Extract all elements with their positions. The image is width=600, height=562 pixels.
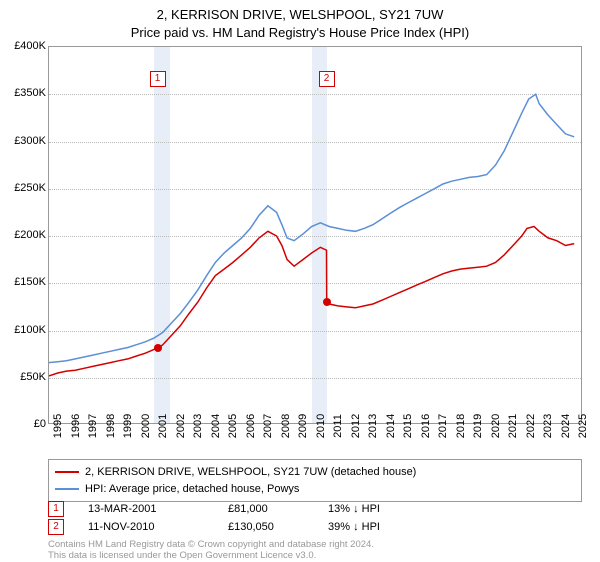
x-tick-label: 2011 xyxy=(332,414,344,438)
title-line-2: Price paid vs. HM Land Registry's House … xyxy=(0,24,600,42)
sale-dot xyxy=(323,298,331,306)
x-tick-label: 2018 xyxy=(455,414,467,438)
y-tick-label: £350K xyxy=(14,87,46,99)
x-tick-label: 2022 xyxy=(525,414,537,438)
x-tick-label: 2005 xyxy=(227,414,239,438)
sale-price: £130,050 xyxy=(228,521,328,533)
x-tick-label: 2021 xyxy=(507,414,519,438)
x-tick-label: 2007 xyxy=(262,414,274,438)
y-tick-label: £200K xyxy=(14,229,46,241)
legend-item: HPI: Average price, detached house, Powy… xyxy=(55,481,575,498)
y-tick-label: £300K xyxy=(14,135,46,147)
y-tick-label: £100K xyxy=(14,324,46,336)
footer-line-1: Contains HM Land Registry data © Crown c… xyxy=(48,539,374,550)
x-tick-label: 2008 xyxy=(280,414,292,438)
x-tick-label: 2009 xyxy=(297,414,309,438)
x-tick-label: 2000 xyxy=(140,414,152,438)
x-tick-label: 2001 xyxy=(157,414,169,438)
x-tick-label: 2019 xyxy=(472,414,484,438)
x-tick-label: 1999 xyxy=(122,414,134,438)
title-block: 2, KERRISON DRIVE, WELSHPOOL, SY21 7UW P… xyxy=(0,0,600,42)
legend-label: HPI: Average price, detached house, Powy… xyxy=(85,481,299,498)
legend-swatch-hpi xyxy=(55,488,79,490)
y-tick-label: £400K xyxy=(14,40,46,52)
sale-date: 13-MAR-2001 xyxy=(88,503,228,515)
x-tick-label: 1995 xyxy=(52,414,64,438)
x-tick-label: 2016 xyxy=(420,414,432,438)
sales-table: 1 13-MAR-2001 £81,000 13% ↓ HPI 2 11-NOV… xyxy=(48,500,428,536)
sale-price: £81,000 xyxy=(228,503,328,515)
x-tick-label: 2015 xyxy=(402,414,414,438)
sale-hpi: 13% ↓ HPI xyxy=(328,503,428,515)
x-tick-label: 2003 xyxy=(192,414,204,438)
x-tick-label: 2012 xyxy=(350,414,362,438)
title-line-1: 2, KERRISON DRIVE, WELSHPOOL, SY21 7UW xyxy=(0,6,600,24)
chart-container: 2, KERRISON DRIVE, WELSHPOOL, SY21 7UW P… xyxy=(0,0,600,560)
x-tick-label: 2013 xyxy=(367,414,379,438)
sale-dot xyxy=(154,344,162,352)
y-tick-label: £50K xyxy=(20,371,46,383)
chart-plot-area: 12 xyxy=(48,46,582,424)
legend-item: 2, KERRISON DRIVE, WELSHPOOL, SY21 7UW (… xyxy=(55,464,575,481)
x-tick-label: 2023 xyxy=(542,414,554,438)
legend-label: 2, KERRISON DRIVE, WELSHPOOL, SY21 7UW (… xyxy=(85,464,416,481)
sale-marker-box: 1 xyxy=(150,71,166,87)
x-tick-label: 1997 xyxy=(87,414,99,438)
x-tick-label: 1996 xyxy=(70,414,82,438)
x-tick-label: 2010 xyxy=(315,414,327,438)
x-tick-label: 2006 xyxy=(245,414,257,438)
legend-box: 2, KERRISON DRIVE, WELSHPOOL, SY21 7UW (… xyxy=(48,459,582,502)
sale-date: 11-NOV-2010 xyxy=(88,521,228,533)
x-tick-label: 2020 xyxy=(490,414,502,438)
sales-row: 2 11-NOV-2010 £130,050 39% ↓ HPI xyxy=(48,518,428,536)
y-tick-label: £0 xyxy=(34,418,46,430)
legend-swatch-price-paid xyxy=(55,471,79,473)
y-tick-label: £150K xyxy=(14,276,46,288)
sale-marker-box: 2 xyxy=(48,519,64,535)
x-tick-label: 1998 xyxy=(105,414,117,438)
x-tick-label: 2014 xyxy=(385,414,397,438)
sale-marker-box: 1 xyxy=(48,501,64,517)
x-tick-label: 2004 xyxy=(210,414,222,438)
sale-marker-box: 2 xyxy=(319,71,335,87)
x-tick-label: 2024 xyxy=(560,414,572,438)
footer-attribution: Contains HM Land Registry data © Crown c… xyxy=(48,539,374,562)
sales-row: 1 13-MAR-2001 £81,000 13% ↓ HPI xyxy=(48,500,428,518)
y-tick-label: £250K xyxy=(14,182,46,194)
x-tick-label: 2025 xyxy=(577,414,589,438)
sale-hpi: 39% ↓ HPI xyxy=(328,521,428,533)
x-tick-label: 2002 xyxy=(175,414,187,438)
x-tick-label: 2017 xyxy=(437,414,449,438)
